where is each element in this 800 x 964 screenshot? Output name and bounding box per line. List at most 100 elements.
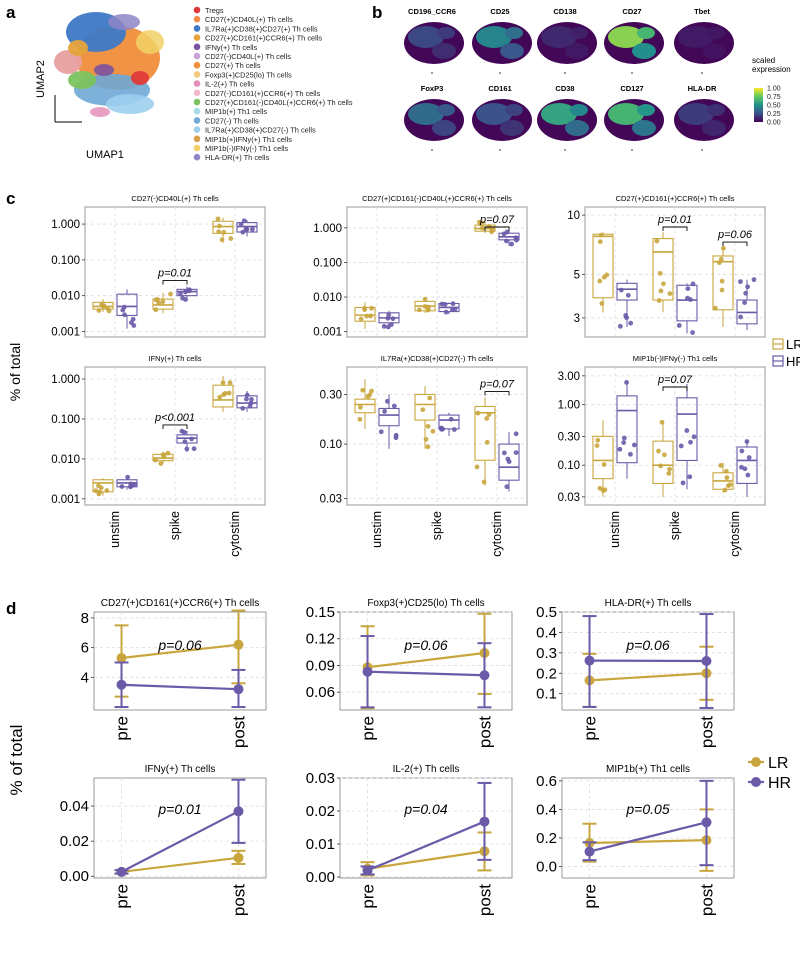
y-tick-label: 0.03 — [320, 494, 342, 506]
lineplot-d1: CD27(+)CD161(+)CCR6(+) Th cells 4 6 8 pre pos… — [81, 598, 267, 748]
legend-swatch-15 — [193, 144, 201, 152]
data-point — [602, 487, 608, 493]
data-point — [479, 225, 485, 231]
marker-umap-hot — [608, 103, 644, 125]
x-tick-label: unstim — [608, 511, 622, 548]
marker-umap-spot — [437, 27, 455, 39]
marker-plot-cd127: CD127 — [604, 84, 664, 151]
legend-label-13: IL7Ra(+)CD38(+)CD27(-) Th cells — [205, 126, 316, 135]
data-point — [243, 226, 249, 232]
y-tick-label: 6 — [81, 640, 89, 657]
box-iqr — [676, 397, 698, 461]
marker-umap-spot — [707, 27, 725, 39]
box-iqr — [212, 384, 234, 408]
legend-label-7: Foxp3(+)CD25(lo) Th cells — [205, 70, 292, 79]
mean-point — [362, 666, 373, 677]
data-point — [688, 297, 693, 302]
box-iqr — [92, 479, 114, 493]
data-point — [119, 484, 125, 489]
data-point — [678, 443, 684, 449]
marker-dot — [499, 72, 501, 74]
data-point — [369, 388, 374, 394]
data-point — [618, 287, 624, 293]
marker-dot — [431, 72, 433, 74]
y-tick-label: 0.001 — [51, 326, 80, 338]
x-tick-label: spike — [668, 511, 682, 540]
box-iqr — [676, 284, 698, 322]
data-point — [744, 439, 750, 444]
mean-point — [116, 653, 127, 664]
y-tick-label: 0.10 — [320, 439, 342, 451]
box-iqr — [712, 255, 734, 311]
data-point — [661, 281, 666, 287]
umap-ylabel: UMAP2 — [35, 60, 47, 98]
legend-swatch-12 — [193, 117, 201, 124]
data-point — [160, 299, 166, 305]
p-value-label: p=0.07 — [657, 374, 693, 386]
data-point — [712, 305, 718, 311]
data-point — [364, 313, 370, 319]
marker-umap-mid — [702, 43, 726, 59]
marker-umap-hot — [408, 103, 444, 125]
data-point — [691, 434, 697, 440]
marker-title: CD127 — [620, 84, 643, 93]
data-point — [381, 324, 387, 329]
data-point — [358, 404, 363, 410]
data-point — [120, 307, 126, 313]
box-iqr — [474, 405, 496, 461]
marker-dot — [701, 149, 703, 151]
lineplot-title: CD27(+)CD161(+)CCR6(+) Th cells — [101, 598, 259, 609]
legend-label-hr: HR — [768, 775, 791, 792]
boxplot-title: IL7Ra(+)CD38(+)CD27(-) Th cells — [381, 354, 494, 363]
data-point — [240, 405, 246, 411]
marker-umap-mid — [432, 120, 456, 136]
y-tick-label: 0.100 — [313, 257, 342, 269]
plot-frame — [561, 777, 735, 879]
data-point — [505, 456, 511, 462]
legend-label-2: IL7Ra(+)CD38(+)CD27(+) Th cells — [205, 24, 318, 33]
data-point — [717, 260, 722, 266]
data-point — [216, 229, 222, 235]
data-point — [481, 479, 487, 485]
legend-swatch-11 — [193, 107, 201, 115]
marker-title: CD38 — [555, 84, 574, 93]
data-point — [241, 218, 247, 224]
legend-label-11: MIP1b(+) Th1 cells — [205, 107, 267, 116]
x-tick-label: unstim — [370, 511, 384, 548]
data-point — [680, 480, 686, 486]
data-point — [745, 284, 751, 290]
legend-label-3: CD27(+)CD161(+)CCR6(+) Th cells — [205, 34, 322, 43]
legend-label-4: IFNy(+) Th cells — [205, 43, 258, 52]
mean-point — [701, 817, 712, 828]
data-point — [719, 287, 725, 293]
marker-umap-spot — [570, 27, 588, 39]
data-point — [249, 397, 254, 402]
data-point — [725, 483, 731, 489]
mean-point — [116, 866, 127, 877]
data-point — [739, 448, 745, 454]
lineplot-title: IFNy(+) Th cells — [145, 764, 216, 775]
marker-plot-cd25: CD25 — [472, 7, 532, 74]
data-point — [104, 488, 110, 493]
p-value-label: p=0.06 — [625, 637, 669, 653]
data-point — [228, 236, 234, 241]
significance-bracket — [484, 226, 510, 231]
data-point — [474, 464, 480, 470]
data-point — [604, 272, 610, 278]
x-tick-label: spike — [430, 511, 444, 540]
x-tick-label: pre — [359, 884, 378, 909]
data-point — [132, 482, 138, 488]
data-point — [368, 313, 374, 319]
series-line-hr — [121, 810, 239, 873]
series-line-lr — [121, 856, 239, 873]
y-tick-label: 0.6 — [536, 773, 557, 790]
data-point — [227, 380, 233, 386]
series-line-hr — [367, 820, 485, 872]
data-point — [217, 223, 222, 229]
data-point — [739, 464, 744, 470]
data-point — [240, 229, 246, 235]
mean-point — [233, 806, 244, 817]
colorbar-tick-label: 0.00 — [767, 120, 781, 127]
data-point — [220, 380, 226, 386]
